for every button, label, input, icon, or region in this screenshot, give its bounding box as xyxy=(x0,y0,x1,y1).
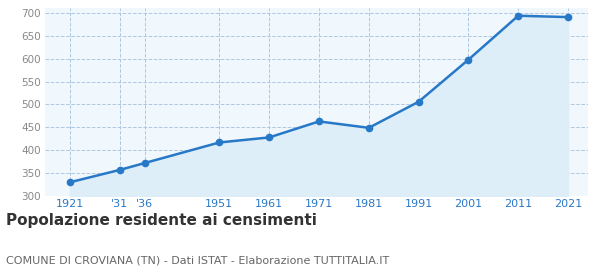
Text: COMUNE DI CROVIANA (TN) - Dati ISTAT - Elaborazione TUTTITALIA.IT: COMUNE DI CROVIANA (TN) - Dati ISTAT - E… xyxy=(6,255,389,265)
Text: Popolazione residente ai censimenti: Popolazione residente ai censimenti xyxy=(6,213,317,228)
